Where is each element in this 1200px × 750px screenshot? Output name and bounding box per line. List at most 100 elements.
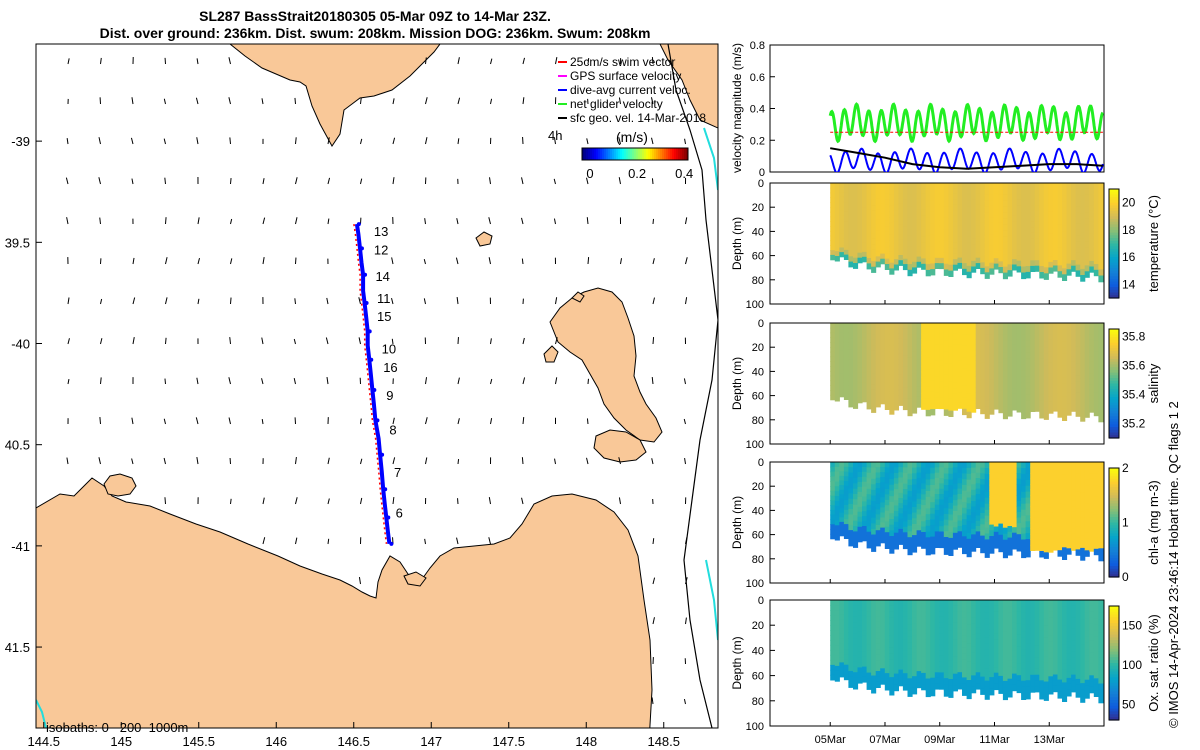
heatmap-cell [980, 183, 986, 190]
heatmap-cell [943, 479, 949, 486]
heatmap-cell [1066, 600, 1072, 607]
heatmap-cell [843, 380, 849, 386]
heatmap-colorbar-cell [1109, 682, 1119, 687]
speed-colorbar-cell [664, 148, 667, 160]
heatmap-cell [834, 471, 840, 478]
heatmap-cell [1089, 484, 1095, 491]
heatmap-cell [898, 605, 904, 612]
heatmap-cell [839, 624, 845, 630]
heatmap-cell [1080, 378, 1086, 385]
heatmap-cell [1021, 236, 1027, 244]
heatmap-cell [1025, 643, 1031, 650]
heatmap-cell [830, 380, 836, 386]
heatmap-cell [1030, 489, 1036, 496]
heatmap-cell [1043, 261, 1049, 268]
heatmap-cell [989, 611, 995, 619]
heatmap-colorbar-cell [1109, 651, 1119, 656]
heatmap-cell [843, 183, 849, 189]
heatmap-cell [1084, 381, 1090, 389]
heatmap-cell [1043, 546, 1049, 553]
map-x-tick-label: 144.5 [27, 734, 60, 749]
current-vector [618, 137, 621, 145]
heatmap-cell [948, 606, 954, 613]
heatmap-cell [952, 199, 958, 206]
heatmap-cell [902, 237, 908, 244]
heatmap-cell [1030, 674, 1036, 682]
heatmap-cell [1089, 495, 1095, 502]
heatmap-cell [1080, 402, 1086, 410]
heatmap-cell [862, 661, 868, 668]
heatmap-cell [1025, 624, 1031, 632]
heatmap-cell [893, 521, 899, 528]
heatmap-cell [993, 231, 999, 238]
heatmap-cell [857, 342, 863, 349]
heatmap-cell [1098, 625, 1104, 633]
heatmap-cell [1075, 520, 1081, 527]
heatmap-cell [934, 339, 940, 345]
heatmap-cell [925, 624, 931, 631]
heatmap-cell [1034, 467, 1040, 474]
heatmap-cell [843, 505, 849, 511]
heatmap-cell [912, 368, 918, 375]
heatmap-cell [866, 611, 872, 618]
heatmap-colorbar-frame [1108, 188, 1120, 299]
heatmap-colorbar-cell [1109, 353, 1119, 357]
heatmap-cell [1043, 353, 1049, 360]
heatmap-cell [1043, 183, 1049, 190]
heatmap-cell [857, 646, 863, 653]
heatmap-cell [921, 537, 927, 544]
heatmap-cell [1093, 537, 1099, 544]
heatmap-cell [875, 344, 881, 350]
heatmap-cell [902, 253, 908, 260]
heatmap-cell [1002, 206, 1008, 214]
heatmap-cell [848, 621, 854, 628]
heatmap-cell [1048, 245, 1054, 252]
heatmap-cell [998, 462, 1004, 469]
heatmap-cell [1025, 533, 1031, 540]
current-vector [553, 218, 556, 225]
heatmap-cell [1084, 194, 1090, 202]
heatmap-cell [1016, 640, 1022, 647]
heatmap-cell [834, 491, 840, 497]
heatmap-cell [875, 391, 881, 397]
heatmap-cell [957, 193, 963, 200]
heatmap-cell [830, 192, 836, 198]
heatmap-cell [907, 508, 913, 515]
heatmap-cell [921, 478, 927, 485]
heatmap-cell [1025, 200, 1031, 208]
heatmap-cell [939, 376, 945, 383]
heatmap-cell [893, 355, 899, 362]
heatmap-cell [871, 227, 877, 234]
heatmap-cell [1043, 675, 1049, 683]
heatmap-cell [998, 216, 1004, 223]
heatmap-cell [1057, 271, 1063, 278]
heatmap-cell [1034, 645, 1040, 653]
heatmap-cell [834, 236, 840, 242]
day-label: 15 [377, 309, 391, 324]
heatmap-cell [843, 669, 849, 676]
heatmap-cell [839, 672, 845, 678]
heatmap-cell [948, 508, 954, 516]
heatmap-cell [1025, 346, 1031, 354]
heatmap-cell [902, 505, 908, 512]
heatmap-colorbar-cell [1109, 668, 1119, 673]
current-vector [521, 497, 524, 505]
heatmap-cell [1052, 489, 1058, 496]
heatmap-cell [984, 230, 990, 238]
heatmap-cell [975, 655, 981, 662]
current-vector [652, 258, 655, 265]
heatmap-cell [1080, 250, 1086, 258]
heatmap-cell [998, 362, 1004, 369]
heatmap-cell [939, 188, 945, 195]
heatmap-cell [1016, 378, 1022, 385]
heatmap-cell [948, 691, 954, 698]
heatmap-cell [1025, 236, 1031, 243]
heatmap-colorbar-cell [1109, 350, 1119, 355]
heatmap-cell [943, 612, 949, 619]
heatmap-cell [916, 204, 922, 210]
heatmap-cell [1075, 375, 1081, 382]
heatmap-cell [830, 635, 836, 641]
track-point [363, 272, 368, 277]
heatmap-cell [934, 510, 940, 516]
heatmap-cell [1012, 667, 1018, 675]
